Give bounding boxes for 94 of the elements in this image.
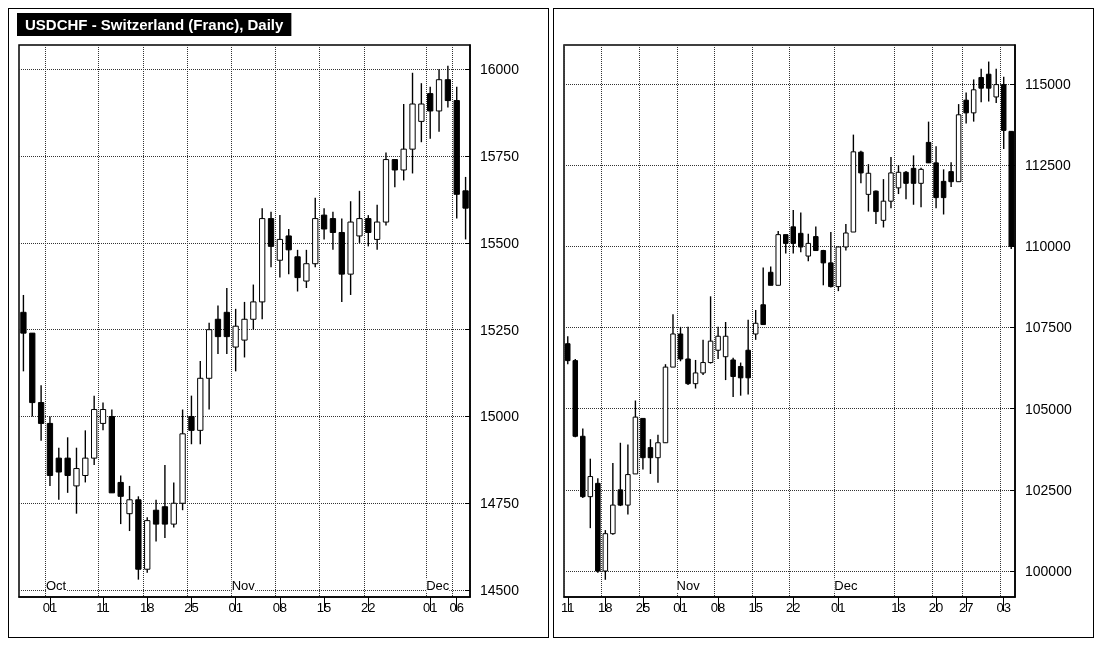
annotation: Dec [426, 578, 450, 593]
candlestick [276, 214, 284, 279]
y-tick-label: 14750 [480, 495, 520, 512]
candlestick [418, 82, 425, 143]
candlestick [647, 438, 654, 475]
x-tick-label: 01 [831, 600, 846, 615]
x-tick-label: 20 [928, 600, 944, 615]
x-tick-label: 15 [748, 600, 763, 615]
candlestick [365, 214, 372, 248]
y-tick-label: 100000 [1025, 563, 1072, 580]
candlestick [126, 485, 133, 532]
candlestick [320, 207, 328, 241]
candlestick [865, 163, 872, 213]
candlestick [356, 190, 363, 244]
candlestick [188, 394, 195, 445]
x-tick-label: 11 [96, 600, 110, 615]
candlestick [250, 283, 257, 331]
candlestick [715, 326, 721, 360]
candlestick [400, 103, 407, 182]
candlestick [152, 499, 160, 543]
candlestick [73, 447, 80, 515]
x-tick-label: 08 [710, 600, 726, 615]
candlestick [655, 433, 661, 484]
candlestick [427, 85, 434, 140]
candlestick [858, 150, 864, 185]
x-tick-label: 25 [184, 600, 199, 615]
x-tick-label: 27 [958, 600, 974, 615]
annotation: Nov [231, 578, 256, 593]
x-tick-label: 25 [635, 600, 651, 615]
candlestick [700, 339, 706, 376]
x-tick-label: 06 [449, 600, 464, 615]
x-tick-label: 03 [996, 600, 1011, 615]
y-tick-label: 107500 [1025, 319, 1072, 336]
x-tick-label: 18 [139, 600, 155, 615]
candlestick [970, 78, 977, 123]
y-tick-label: 15250 [480, 321, 520, 338]
candlestick [55, 447, 62, 501]
candlestick [692, 359, 699, 390]
candlestick [241, 301, 248, 359]
candlestick [82, 429, 89, 484]
candlestick [294, 249, 301, 293]
y-tick-label: 15500 [480, 234, 520, 251]
y-tick-label: 105000 [1025, 400, 1072, 417]
y-tick-label: 14500 [480, 582, 520, 599]
candlestick [444, 65, 452, 109]
candlestick [722, 321, 729, 381]
candlestick [910, 154, 917, 206]
candlestick [373, 204, 381, 251]
x-tick-label: 01 [673, 600, 688, 615]
candlestick [925, 120, 932, 164]
y-tick-label: 15000 [480, 408, 520, 425]
y-tick-label: 115000 [1025, 75, 1071, 92]
x-tick-label: 13 [891, 600, 906, 615]
candlestick [170, 481, 177, 529]
candlestick [161, 464, 169, 539]
candlestick [64, 436, 71, 494]
candlestick [963, 91, 969, 125]
candlestick [329, 210, 337, 251]
candlestick [37, 384, 45, 442]
candlestick [948, 161, 954, 188]
x-tick-label: 22 [361, 600, 376, 615]
x-tick-label: 15 [316, 600, 332, 615]
candlestick [903, 170, 909, 200]
annotation: Dec [834, 578, 858, 593]
candlestick [285, 228, 292, 275]
candlestick [880, 178, 887, 229]
candlestick [730, 356, 736, 398]
candlestick [707, 295, 714, 365]
annotation: Oct [45, 578, 67, 593]
y-tick-label: 112500 [1025, 157, 1071, 174]
candlestick [214, 304, 222, 355]
candlestick [391, 158, 398, 189]
x-tick-label: 01 [42, 600, 58, 615]
candlestick [303, 249, 310, 289]
y-tick-label: 102500 [1025, 481, 1072, 498]
x-tick-label: 11 [561, 600, 575, 615]
candlestick [895, 164, 902, 195]
chart-title: USDCHF - Switzerland (Franc), Daily [25, 16, 285, 33]
candlestick [232, 308, 239, 373]
candlestick [918, 167, 924, 209]
y-tick-label: 110000 [1025, 238, 1071, 255]
x-tick-label: 08 [272, 600, 288, 615]
annotation: Nov [676, 578, 701, 593]
candlestick [940, 168, 947, 216]
y-tick-label: 15750 [480, 148, 520, 165]
candlestick [117, 474, 124, 525]
candlestick [99, 401, 107, 432]
x-tick-label: 01 [422, 600, 438, 615]
x-tick-label: 18 [598, 600, 613, 615]
x-tick-label: 22 [786, 600, 801, 615]
candlestick [978, 68, 984, 103]
x-tick-label: 01 [228, 600, 243, 615]
candlestick [873, 189, 879, 225]
y-tick-label: 16000 [480, 61, 520, 78]
